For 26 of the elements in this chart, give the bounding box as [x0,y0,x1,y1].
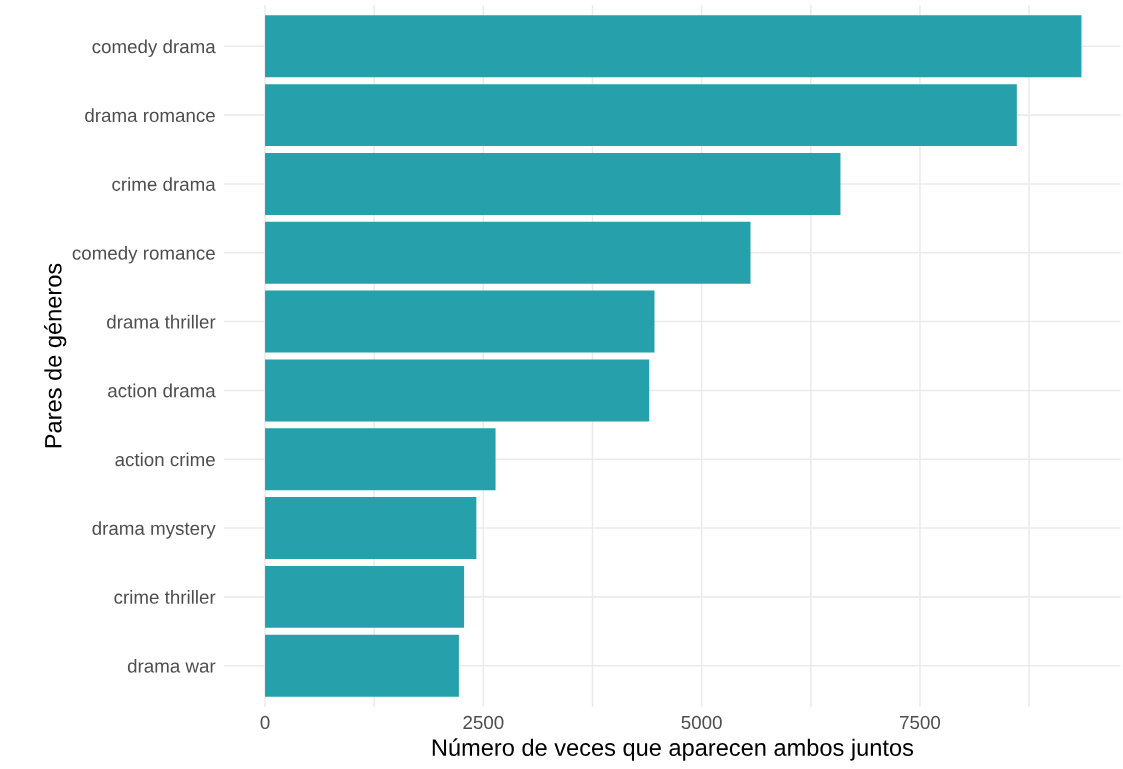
y-tick-label: drama mystery [92,521,216,539]
y-tick-label: drama romance [85,108,215,123]
y-tick-label: comedy romance [72,245,215,264]
bar [265,565,465,628]
bar [265,152,841,215]
y-tick-label: action crime [115,452,215,467]
x-tick-label: 0 [260,715,270,730]
bar [265,84,1017,147]
y-tick-label: crime drama [112,177,216,191]
bar [265,221,751,284]
x-tick-label: 7500 [900,715,941,730]
x-tick-label: 2500 [463,715,504,730]
x-axis-title: Número de veces que aparecen ambos juntos [432,738,914,761]
bar [265,359,650,422]
y-tick-label: drama thriller [107,314,216,329]
y-tick-label: drama war [127,658,216,673]
bar [265,428,496,491]
y-tick-label: action drama [108,383,216,398]
y-axis-title: Pares de géneros [44,263,67,448]
y-tick-label: crime thriller [114,590,216,604]
bar [265,290,655,353]
bar [265,634,459,697]
y-tick-label: comedy drama [92,39,216,57]
bar [265,497,477,560]
x-tick-label: 5000 [681,715,722,730]
bar [265,15,1082,78]
